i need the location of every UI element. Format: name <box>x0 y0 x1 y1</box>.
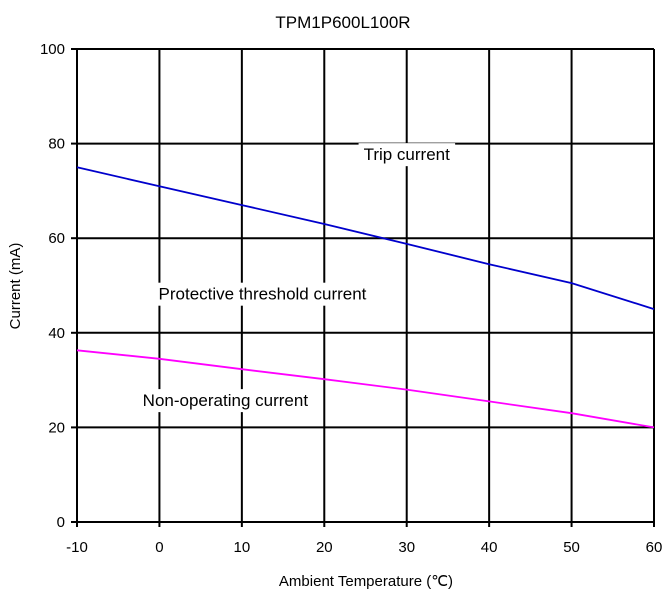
annotations: Trip current Protective threshold current… <box>143 145 450 410</box>
x-tick-label: 50 <box>563 539 580 556</box>
y-tick-label: 80 <box>48 136 65 153</box>
y-tick-label: 60 <box>48 230 65 247</box>
annotation-background <box>358 143 456 167</box>
annotation-background <box>153 282 372 306</box>
y-tick-label: 100 <box>40 41 65 58</box>
y-tick-label: 20 <box>48 419 65 436</box>
x-tick-label: 0 <box>155 539 163 556</box>
x-tick-label: -10 <box>66 539 88 556</box>
annotation-label: Non-operating current <box>143 391 309 410</box>
annotation-label: Protective threshold current <box>159 285 367 304</box>
annotation-background <box>137 389 314 413</box>
y-tick-label: 40 <box>48 325 65 342</box>
x-tick-label: 60 <box>646 539 663 556</box>
x-tick-label: 10 <box>234 539 251 556</box>
x-tick-label: 40 <box>481 539 498 556</box>
x-tick-label: 30 <box>398 539 415 556</box>
chart-title: TPM1P600L100R <box>275 13 410 32</box>
y-axis-label: Current (mA) <box>7 243 24 330</box>
annotation-label: Trip current <box>364 145 451 164</box>
series-line-1 <box>76 349 655 429</box>
x-tick-label: 20 <box>316 539 333 556</box>
series-line-0 <box>76 166 655 310</box>
x-axis-label: Ambient Temperature (℃) <box>279 573 453 590</box>
annotation-backgrounds <box>137 143 456 413</box>
series-lines <box>76 166 655 429</box>
y-tick-label: 0 <box>57 514 65 531</box>
